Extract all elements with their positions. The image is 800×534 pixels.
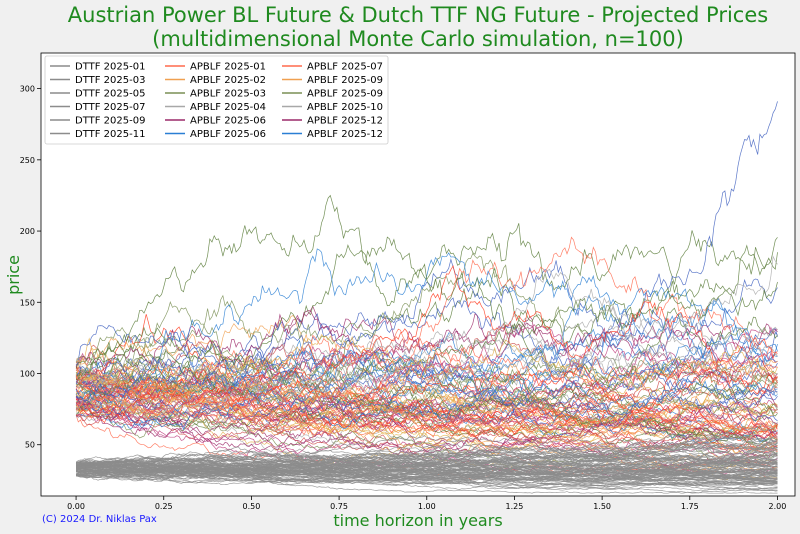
series-line-apblf — [75, 268, 778, 421]
series-line-dttf — [76, 456, 778, 474]
series-line-dttf — [76, 466, 778, 477]
series-line-dttf — [76, 471, 778, 483]
legend-entry: APBLF 2025-07 — [307, 62, 383, 73]
x-tick-label: 0.50 — [243, 502, 261, 511]
series-line-apblf — [75, 255, 778, 401]
legend-entry: DTTF 2025-01 — [75, 62, 145, 73]
legend-entry: APBLF 2025-10 — [307, 102, 383, 113]
series-line-apblf — [75, 236, 778, 411]
legend-entry: APBLF 2025-12 — [307, 129, 383, 140]
legend-entry: APBLF 2025-09 — [307, 89, 383, 100]
legend-entry: DTTF 2025-07 — [75, 102, 145, 113]
series-line-apblf — [75, 358, 778, 433]
x-tick-label: 1.00 — [418, 502, 436, 511]
series-line-apblf — [75, 394, 778, 454]
legend-entry: APBLF 2025-12 — [307, 116, 383, 127]
series-line-dttf — [76, 452, 778, 476]
x-tick-label: 2.00 — [769, 502, 787, 511]
series-line-dttf — [76, 457, 778, 476]
x-tick-label: 0.00 — [67, 502, 85, 511]
y-tick-label: 300 — [20, 85, 35, 94]
series-line-apblf — [75, 364, 778, 435]
series-line-dttf — [75, 441, 778, 476]
series-line-apblf — [75, 371, 778, 443]
legend-entry: APBLF 2025-01 — [190, 62, 266, 73]
series-line-apblf — [75, 324, 778, 417]
series-line-apblf — [75, 366, 778, 428]
series-line-dttf — [76, 475, 778, 486]
series-line-apblf — [75, 334, 778, 388]
y-tick-label: 50 — [25, 441, 35, 450]
y-tick-label: 200 — [20, 227, 35, 236]
legend-entry: APBLF 2025-06 — [190, 129, 266, 140]
series-line-apblf — [75, 345, 778, 429]
series-line-dttf — [76, 433, 778, 468]
x-tick-label: 1.25 — [506, 502, 524, 511]
y-tick-label: 100 — [20, 369, 35, 378]
series-line-apblf — [75, 391, 778, 456]
series-line-apblf — [75, 388, 778, 456]
series-line-dttf — [75, 443, 778, 476]
series-line-dttf — [76, 434, 778, 477]
series-line-apblf — [75, 194, 778, 369]
legend-entry: DTTF 2025-11 — [75, 129, 145, 140]
plot-frame — [40, 52, 796, 497]
series-line-apblf — [75, 326, 778, 396]
series-line-apblf — [75, 399, 778, 469]
legend-entry: APBLF 2025-09 — [307, 75, 383, 86]
chart-title-line2: (multidimensional Monte Carlo simulation… — [152, 27, 684, 51]
x-tick-label: 0.75 — [330, 502, 348, 511]
series-line-apblf — [75, 389, 778, 460]
series-line-dttf — [75, 461, 778, 483]
series-line-apblf — [76, 369, 778, 433]
y-axis-label: price — [4, 255, 23, 295]
series-line-dttf — [76, 462, 778, 481]
series-line-apblf — [75, 248, 778, 408]
series-line-apblf — [76, 307, 778, 390]
series-line-apblf — [76, 101, 778, 388]
series-line-apblf — [75, 354, 778, 406]
series-line-dttf — [75, 457, 778, 470]
legend-entry: DTTF 2025-03 — [75, 75, 145, 86]
series-line-apblf — [75, 310, 778, 382]
y-tick-label: 150 — [20, 298, 35, 307]
x-axis-label: time horizon in years — [333, 511, 502, 530]
legend-entry: APBLF 2025-06 — [190, 116, 266, 127]
x-tick-label: 0.25 — [155, 502, 173, 511]
legend-entry: DTTF 2025-09 — [75, 116, 145, 127]
series-line-apblf — [75, 297, 778, 387]
series-line-apblf — [76, 352, 778, 423]
x-axis-ticks: 0.00 0.25 0.50 0.75 1.00 1.25 1.50 1.75 2.00 — [67, 496, 786, 511]
simulation-lines — [75, 101, 778, 494]
series-line-apblf — [75, 365, 778, 431]
legend-entry: APBLF 2025-03 — [190, 89, 266, 100]
series-line-apblf — [75, 319, 778, 421]
series-line-apblf — [75, 258, 778, 386]
series-line-dttf — [76, 472, 778, 487]
legend-box — [44, 55, 389, 145]
y-tick-label: 250 — [20, 156, 35, 165]
series-line-dttf — [75, 445, 778, 467]
copyright-note: (C) 2024 Dr. Niklas Pax — [42, 514, 157, 525]
chart-title-line1: Austrian Power BL Future & Dutch TTF NG … — [68, 3, 768, 27]
series-line-apblf — [75, 252, 778, 388]
y-axis-ticks: 50 100 150 200 250 300 — [20, 85, 41, 450]
legend-entry: APBLF 2025-04 — [190, 102, 266, 113]
x-tick-label: 1.50 — [593, 502, 611, 511]
series-line-apblf — [75, 401, 778, 457]
legend-entry: DTTF 2025-05 — [75, 89, 145, 100]
x-tick-label: 1.75 — [681, 502, 699, 511]
series-line-dttf — [76, 463, 778, 477]
legend: DTTF 2025-01 DTTF 2025-03 DTTF 2025-05 DTTF… — [44, 55, 389, 145]
series-line-apblf — [75, 315, 778, 440]
series-line-apblf — [75, 247, 778, 405]
legend-entry: APBLF 2025-02 — [190, 75, 266, 86]
